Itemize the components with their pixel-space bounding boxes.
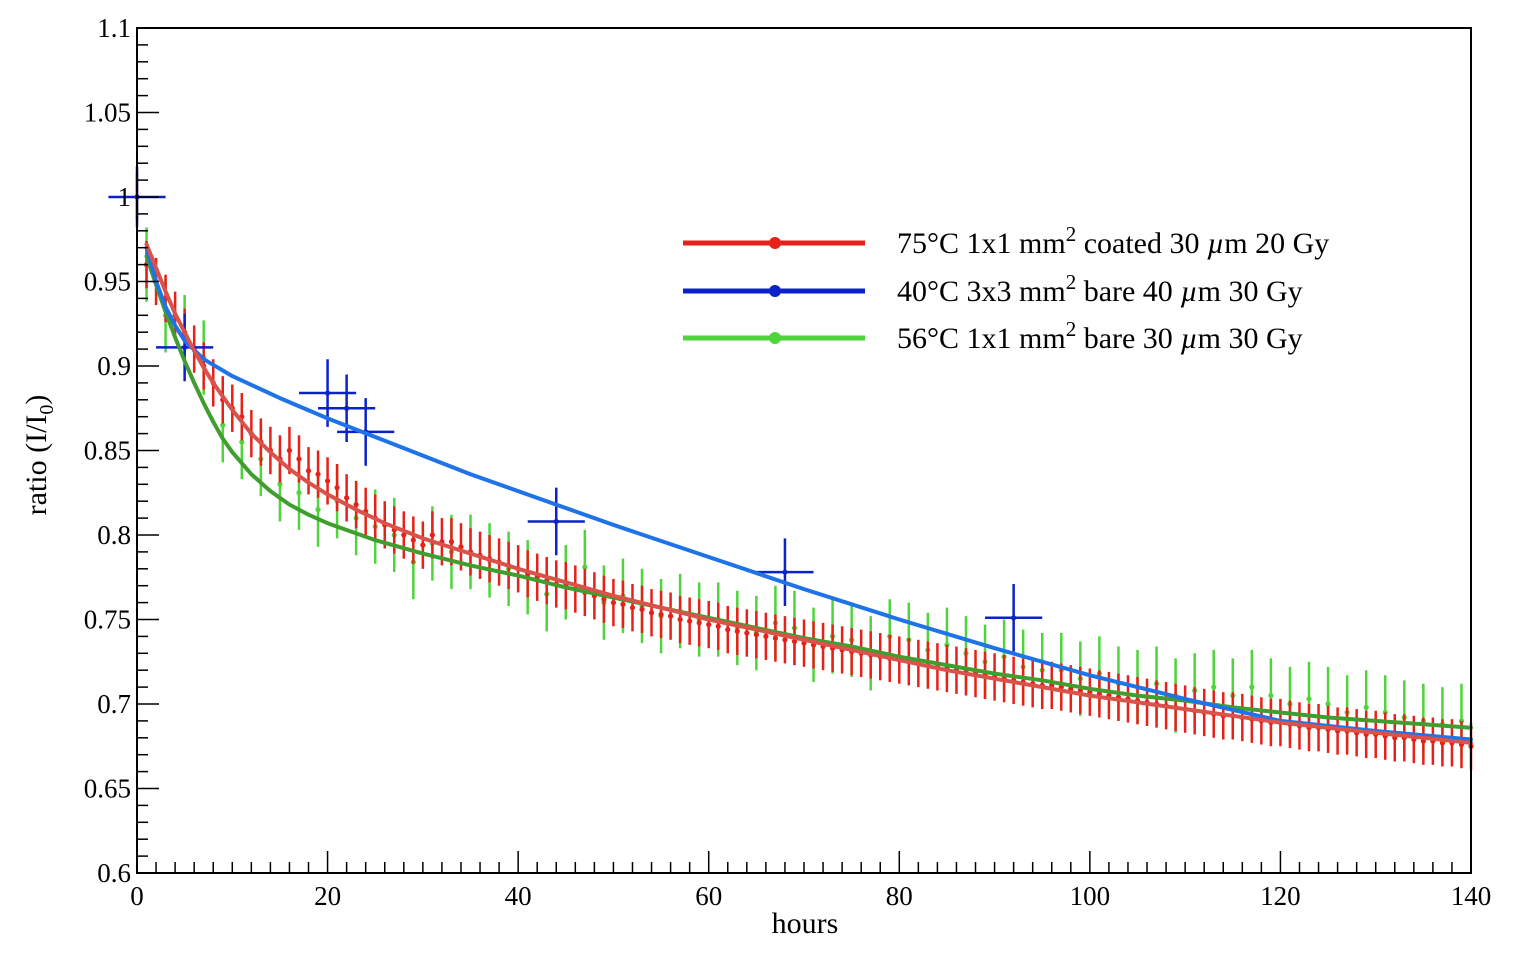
y-tick-label: 1.05: [84, 98, 131, 128]
data-point: [1363, 704, 1369, 710]
data-point: [305, 468, 312, 474]
data-point: [734, 628, 740, 634]
y-tick-label: 0.85: [84, 436, 131, 466]
data-point: [429, 532, 435, 538]
x-tick-label: 0: [130, 881, 144, 911]
legend: 75°C 1x1 mm2 coated 30 µm 20 Gy 40°C 3x3 …: [683, 222, 1329, 355]
legend-label-0: 75°C 1x1 mm2 coated 30 µm 20 Gy: [897, 222, 1329, 260]
data-point: [1268, 692, 1274, 699]
data-point: [706, 621, 712, 628]
y-tick-label: 1: [118, 182, 132, 212]
data-point: [324, 478, 331, 484]
data-point: [448, 539, 455, 545]
series-0-points: [134, 173, 1474, 770]
y-tick-label: 0.9: [97, 351, 131, 381]
data-point: [324, 390, 331, 396]
x-tick-label: 60: [695, 881, 722, 911]
data-point: [791, 638, 798, 645]
legend-label-1: 40°C 3x3 mm2 bare 40 µm 30 Gy: [897, 270, 1303, 308]
data-point: [782, 569, 788, 575]
series-2-fit-line: [144, 254, 1473, 730]
y-tick-label: 0.7: [97, 689, 131, 719]
data-point: [553, 518, 559, 525]
data-point: [1011, 615, 1017, 621]
data-point: [286, 447, 293, 454]
data-point: [687, 618, 693, 624]
axis-layer: 0 20 40 60 80 100 120 140 0.6 0.65 0.7 0.75 0.8 0.85 0…: [84, 13, 1492, 911]
series-1-points: [108, 166, 1043, 652]
series-1-fit-line: [144, 245, 1473, 742]
x-tick-label: 100: [1070, 881, 1111, 911]
data-point: [782, 637, 788, 643]
y-axis-title-close: ): [20, 395, 53, 405]
data-point: [744, 630, 750, 636]
data-point: [715, 623, 721, 629]
x-tick-label: 20: [314, 881, 341, 911]
data-point: [1306, 696, 1312, 702]
data-point: [344, 495, 350, 501]
y-axis-title-main: ratio (I/I: [20, 415, 53, 516]
y-tick-label: 1.1: [97, 13, 131, 43]
data-point: [658, 611, 664, 618]
x-axis-title: hours: [772, 907, 839, 940]
data-point: [410, 537, 416, 543]
x-tick-label: 120: [1260, 881, 1301, 911]
data-point: [239, 439, 245, 445]
legend-marker-1: [769, 285, 781, 297]
x-tick-label: 40: [505, 881, 532, 911]
data-point: [1325, 701, 1331, 707]
series-0-fit-line: [144, 242, 1473, 745]
fit-layer: [144, 242, 1473, 745]
data-point: [334, 485, 340, 491]
data-point: [296, 490, 302, 496]
legend-marker-2: [769, 332, 781, 344]
y-tick-label: 0.8: [97, 520, 131, 550]
y-axis-title-subscript: 0: [36, 405, 58, 415]
data-point: [629, 605, 636, 611]
data-point: [648, 610, 655, 616]
data-point: [1249, 684, 1255, 690]
data-point: [582, 564, 588, 570]
data-point: [344, 405, 350, 411]
y-tick-label: 0.65: [84, 774, 131, 804]
data-point: [610, 600, 617, 606]
x-tick-label: 80: [886, 881, 913, 911]
x-tick-label: 140: [1451, 881, 1492, 911]
data-point: [668, 613, 674, 619]
data-point: [696, 620, 702, 626]
y-tick-label: 0.95: [84, 267, 131, 297]
data-point: [401, 532, 407, 538]
data-point: [220, 422, 226, 428]
data-point: [639, 606, 645, 612]
data-point: [353, 501, 359, 508]
data-point: [420, 542, 426, 548]
data-point: [315, 471, 321, 477]
data-point: [772, 635, 779, 641]
data-point: [725, 627, 731, 633]
legend-label-2: 56°C 1x1 mm2 bare 30 µm 30 Gy: [897, 317, 1303, 355]
y-tick-label: 0.6: [97, 858, 131, 888]
data-point: [677, 616, 683, 623]
legend-marker-0: [769, 237, 781, 249]
data-point: [315, 507, 321, 513]
data-point: [296, 456, 302, 462]
data-point: [1211, 684, 1217, 690]
y-axis-title: ratio (I/I0): [20, 395, 58, 516]
data-point: [763, 633, 769, 640]
data-point: [277, 481, 283, 487]
y-tick-label: 0.75: [84, 605, 131, 635]
data-point: [753, 632, 759, 638]
data-point: [182, 344, 188, 351]
data-point: [620, 601, 626, 607]
data-point: [601, 596, 607, 602]
